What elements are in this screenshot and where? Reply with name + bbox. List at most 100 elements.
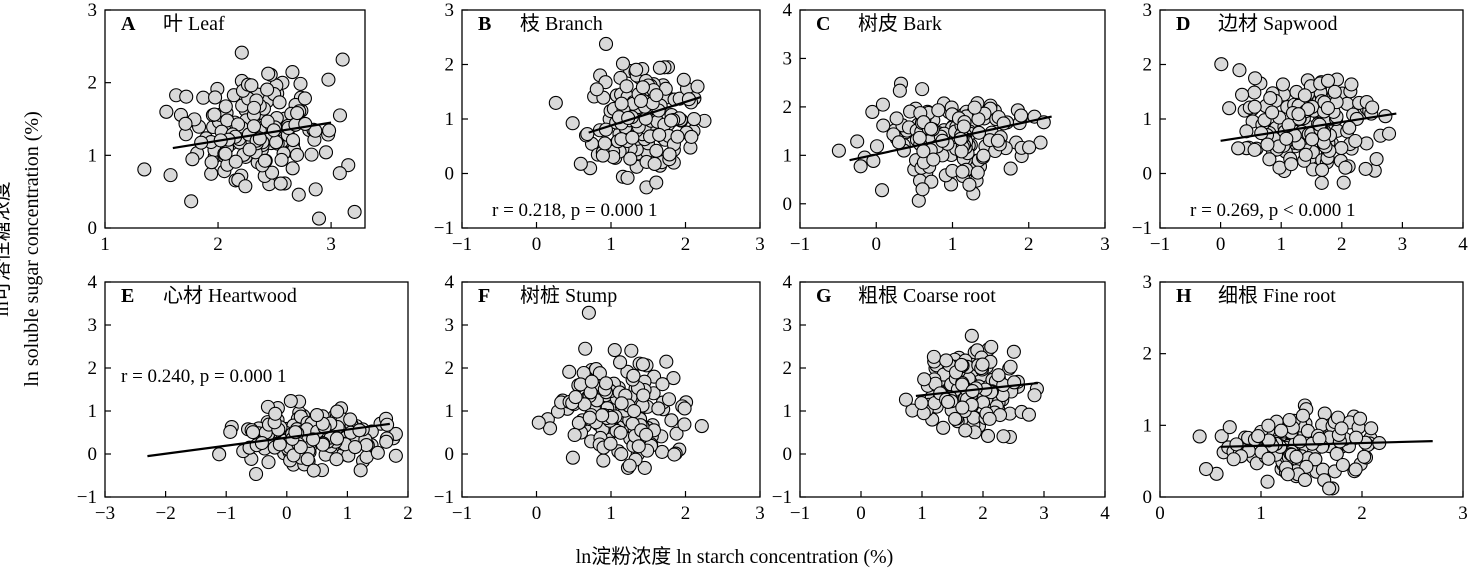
data-point <box>352 423 367 438</box>
data-point <box>964 328 979 343</box>
panel-E: −3 −2 −1 0 1 2 −1 0 1 2 3 4 E 心材 Heartwood r = 0.240, … <box>77 272 413 524</box>
y-tick-label: −1 <box>77 487 97 508</box>
data-point <box>218 99 233 114</box>
data-point <box>290 105 305 121</box>
data-point <box>1274 423 1289 438</box>
data-point <box>967 100 982 115</box>
y-tick-label: 2 <box>445 55 455 76</box>
data-point <box>268 406 283 421</box>
regression-line <box>1220 440 1433 448</box>
y-tick-label: 2 <box>88 73 98 94</box>
data-point <box>1327 84 1342 99</box>
data-point <box>208 90 223 105</box>
data-point <box>1295 408 1310 423</box>
data-point <box>940 394 956 410</box>
data-point <box>185 152 200 167</box>
data-point <box>677 401 692 416</box>
x-tick-label: 2 <box>1337 234 1347 255</box>
x-tick-label: 3 <box>1398 234 1408 255</box>
panel-letter: D <box>1176 13 1190 35</box>
y-tick-label: 0 <box>783 194 793 215</box>
data-point <box>1353 411 1368 426</box>
data-point <box>573 156 588 171</box>
data-point <box>664 413 679 428</box>
data-point <box>629 62 644 77</box>
y-axis-label: ln可溶性糖浓度 ln soluble sugar concentration … <box>0 99 49 399</box>
x-tick-label: 3 <box>1458 503 1468 524</box>
data-point <box>915 82 930 97</box>
data-point <box>1229 437 1244 452</box>
data-point <box>548 95 563 110</box>
y-tick-label: 0 <box>88 218 98 239</box>
y-tick-label: 1 <box>88 401 98 422</box>
data-point <box>1003 161 1018 176</box>
x-tick-label: 3 <box>755 503 765 524</box>
data-point <box>273 176 288 191</box>
data-point <box>204 155 219 170</box>
data-point <box>954 357 969 372</box>
x-tick-label: −1 <box>1150 234 1170 255</box>
data-point <box>637 460 652 475</box>
data-point <box>196 90 211 105</box>
x-tick-label: 4 <box>1100 503 1110 524</box>
data-point <box>955 400 970 415</box>
plot-frame <box>1159 281 1464 498</box>
x-tick-label: 2 <box>213 234 223 255</box>
x-tick-label: 1 <box>606 503 616 524</box>
regression-line <box>147 422 390 458</box>
data-point <box>649 143 664 158</box>
data-point <box>652 60 667 75</box>
y-tick-label: −1 <box>434 218 454 239</box>
data-point <box>1304 132 1320 147</box>
x-tick-label: 0 <box>872 234 882 255</box>
panel-letter: E <box>121 285 134 307</box>
data-point <box>228 154 243 169</box>
data-point <box>1364 421 1379 436</box>
data-point <box>892 83 907 98</box>
data-point <box>274 152 289 168</box>
y-tick-label: 1 <box>783 401 793 422</box>
data-point <box>1314 175 1329 190</box>
x-tick-label: 4 <box>1458 234 1468 255</box>
data-point <box>982 411 997 426</box>
data-point <box>625 130 640 145</box>
data-point <box>581 305 596 320</box>
y-tick-label: −1 <box>434 487 454 508</box>
y-tick-label: 3 <box>88 0 98 21</box>
data-point <box>1334 141 1349 156</box>
regression-line <box>588 96 701 134</box>
data-point <box>1027 388 1042 403</box>
data-point <box>1199 461 1214 477</box>
y-tick-label: 1 <box>1143 109 1153 130</box>
y-tick-label: 2 <box>445 358 455 379</box>
data-point <box>318 145 334 160</box>
data-point <box>1334 421 1349 436</box>
x-tick-label: 1 <box>343 503 353 524</box>
plot-frame <box>1159 9 1464 229</box>
data-point <box>1344 77 1359 92</box>
data-point <box>939 353 954 368</box>
panel-F: −1 0 1 2 3 −1 0 1 2 3 4 F 树桩 Stump <box>434 272 765 524</box>
data-point <box>996 429 1011 444</box>
data-point <box>936 420 951 435</box>
data-point <box>1260 137 1275 152</box>
data-point <box>261 66 276 81</box>
x-tick-label: 0 <box>856 503 866 524</box>
x-axis-label: ln淀粉浓度 ln starch concentration (%) <box>575 546 894 568</box>
data-point <box>598 36 614 52</box>
y-tick-label: 0 <box>88 444 98 465</box>
x-tick-label: 3 <box>1039 503 1049 524</box>
y-tick-label: 2 <box>783 358 793 379</box>
y-tick-label: −1 <box>772 487 792 508</box>
data-point <box>1192 429 1207 444</box>
data-point <box>329 452 344 467</box>
data-point <box>677 417 692 432</box>
data-point <box>218 146 233 161</box>
data-point <box>592 366 607 381</box>
x-tick-label: −1 <box>790 503 810 524</box>
y-tick-label: 1 <box>88 145 98 166</box>
data-point <box>990 133 1005 148</box>
data-point <box>1281 118 1296 133</box>
data-point <box>975 357 990 372</box>
